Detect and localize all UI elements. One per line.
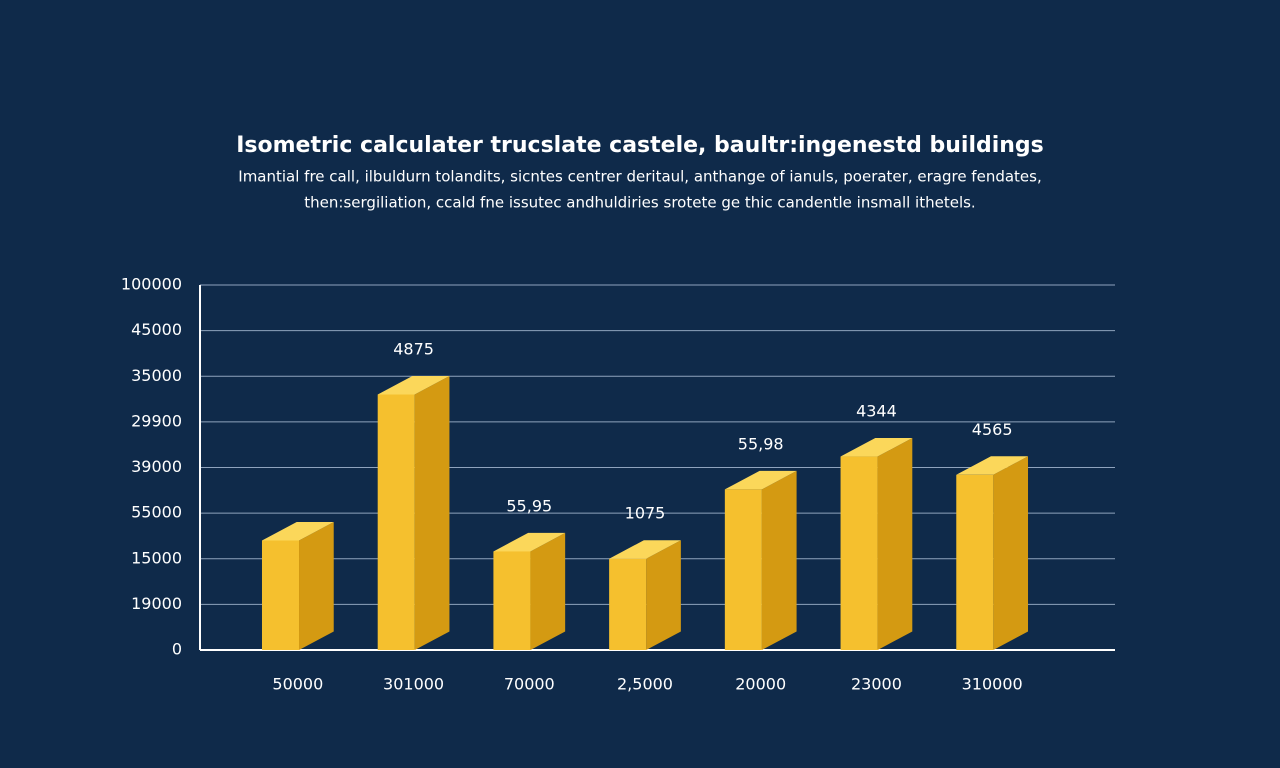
y-tick-label: 100000 xyxy=(121,275,182,294)
chart-subtitle: Imantial fre call, ilbuldurn tolandits, … xyxy=(238,168,1041,186)
bar xyxy=(377,394,415,650)
x-tick-label: 23000 xyxy=(851,675,902,694)
data-label: 55,95 xyxy=(506,496,552,515)
x-tick-label: 310000 xyxy=(962,675,1023,694)
y-tick-label: 15000 xyxy=(131,548,182,567)
y-tick-label: 19000 xyxy=(131,594,182,613)
bar-side xyxy=(414,375,450,650)
bar-top xyxy=(609,540,681,559)
data-label: 55,98 xyxy=(738,434,784,453)
bar xyxy=(840,456,878,650)
bar xyxy=(724,489,762,650)
bar xyxy=(609,558,647,650)
bar-top xyxy=(840,438,913,457)
y-tick-label: 29900 xyxy=(131,411,182,430)
y-tick-label: 45000 xyxy=(131,320,182,339)
bar-top xyxy=(724,470,797,490)
y-tick-label: 35000 xyxy=(131,366,182,385)
bar-side xyxy=(530,532,566,650)
x-tick-label: 20000 xyxy=(735,675,786,694)
bar-side xyxy=(646,540,681,650)
bar-side xyxy=(761,470,797,650)
data-label: 1075 xyxy=(625,504,666,523)
data-label: 4875 xyxy=(393,339,434,358)
data-label: 4565 xyxy=(972,420,1013,439)
chart-title: Isometric calculater trucslate castele, … xyxy=(236,133,1044,158)
y-tick-label: 39000 xyxy=(131,457,182,476)
bar-top xyxy=(493,532,566,552)
x-tick-label: 2,5000 xyxy=(617,675,673,694)
bar xyxy=(956,474,994,650)
x-tick-label: 70000 xyxy=(504,675,555,694)
chart-subtitle: then:sergiliation, ccald fne issutec and… xyxy=(304,194,975,212)
bar-top xyxy=(956,456,1029,475)
bar-side xyxy=(877,438,913,650)
x-tick-label: 50000 xyxy=(272,675,323,694)
bar-side xyxy=(993,456,1029,650)
data-label: 4344 xyxy=(856,402,897,421)
bar-side xyxy=(299,521,334,650)
bar xyxy=(261,540,300,650)
bar xyxy=(493,551,531,650)
y-tick-label: 0 xyxy=(172,640,182,659)
bar-top xyxy=(261,521,334,541)
x-tick-label: 301000 xyxy=(383,675,444,694)
bar-top xyxy=(377,375,450,395)
y-tick-label: 55000 xyxy=(131,503,182,522)
